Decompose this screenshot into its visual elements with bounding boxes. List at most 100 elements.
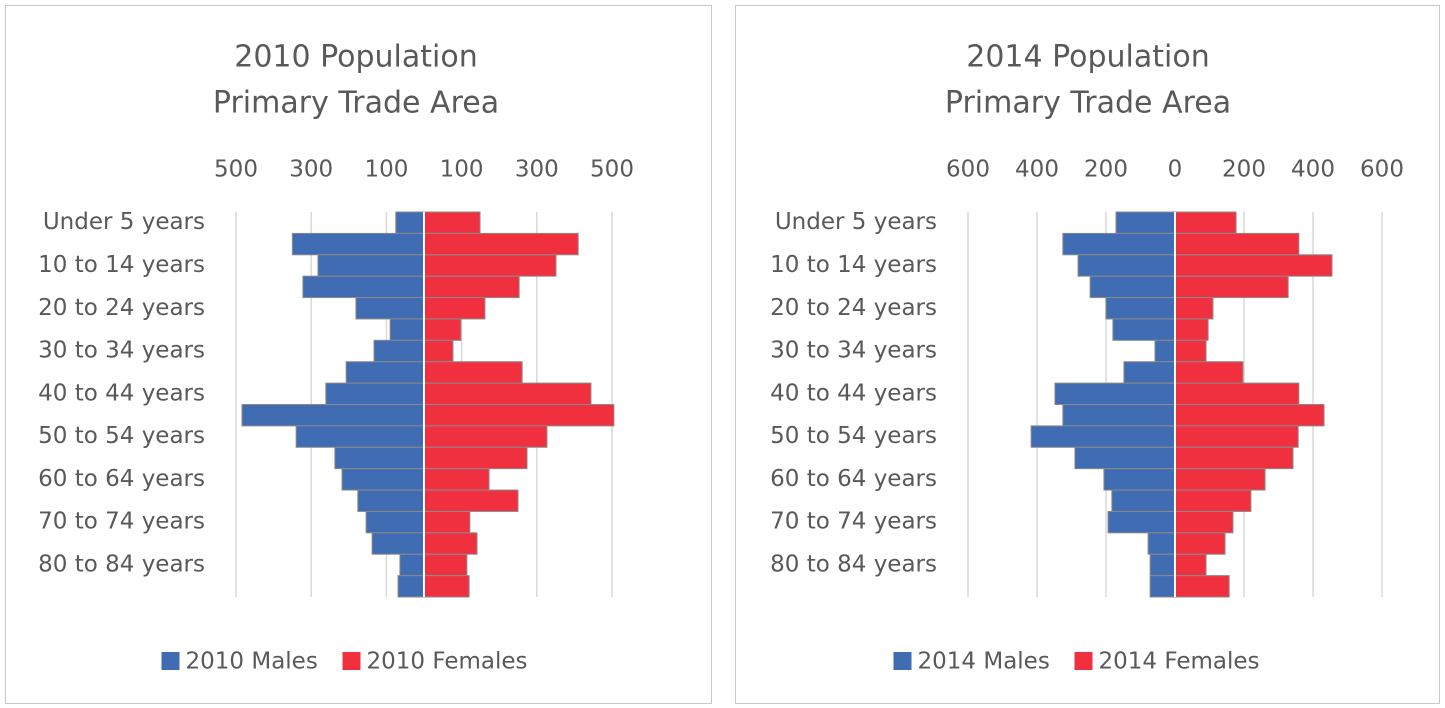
bar: [1054, 382, 1176, 406]
bar: [302, 275, 425, 299]
bar: [345, 361, 425, 384]
bar: [423, 254, 557, 277]
x-tick-label: 200: [1222, 157, 1266, 183]
bar: [1174, 318, 1209, 341]
bar: [365, 510, 425, 534]
x-tick-label: 400: [1015, 157, 1059, 183]
bar: [423, 297, 486, 320]
bar: [1123, 361, 1176, 384]
bar: [423, 232, 579, 256]
y-tick-label: 20 to 24 years: [38, 295, 205, 321]
bar: [1149, 553, 1176, 577]
legend-label: 2014 Males: [918, 649, 1050, 675]
bar: [1105, 297, 1176, 320]
y-tick-label: 70 to 74 years: [770, 509, 937, 535]
x-tick-label: 200: [1084, 157, 1128, 183]
x-tick-label: 300: [289, 157, 333, 183]
bar: [1077, 254, 1176, 277]
bar: [423, 404, 615, 427]
legend-label: 2010 Males: [186, 649, 318, 675]
panel: [5, 5, 712, 704]
bar: [1174, 489, 1252, 512]
bar: [325, 382, 425, 406]
bar: [373, 339, 425, 363]
x-tick-label: 500: [590, 157, 634, 183]
legend-swatch: [342, 652, 361, 670]
bar: [423, 211, 481, 234]
bar: [1089, 275, 1176, 299]
y-tick-label: 40 to 44 years: [770, 380, 937, 406]
bar: [1174, 510, 1234, 534]
y-tick-label: 70 to 74 years: [38, 509, 205, 535]
y-tick-label: 20 to 24 years: [770, 295, 937, 321]
bar: [423, 361, 523, 384]
y-tick-label: 30 to 34 years: [38, 338, 205, 364]
bar: [1149, 575, 1176, 598]
bar: [355, 297, 425, 320]
x-tick-label: 300: [515, 157, 559, 183]
bar: [291, 232, 425, 256]
bar: [1030, 425, 1176, 448]
bar: [423, 339, 454, 363]
chart-title: 2014 Population: [966, 40, 1210, 75]
bar: [1174, 575, 1230, 598]
y-tick-label: 60 to 64 years: [770, 466, 937, 492]
x-tick-label: 500: [214, 157, 258, 183]
bar: [1174, 211, 1237, 234]
bar: [1112, 318, 1176, 341]
chart-subtitle: Primary Trade Area: [213, 86, 499, 121]
x-tick-label: 600: [946, 157, 990, 183]
bar: [1111, 489, 1176, 512]
x-tick-label: 0: [1168, 157, 1183, 183]
bar: [389, 318, 425, 341]
bar: [1154, 339, 1176, 363]
bar: [1174, 339, 1207, 363]
bar: [423, 318, 462, 341]
y-tick-label: 10 to 14 years: [38, 252, 205, 278]
y-tick-label: 50 to 54 years: [770, 423, 937, 449]
bar: [399, 553, 425, 577]
bar: [1062, 232, 1176, 256]
y-tick-label: Under 5 years: [775, 209, 937, 235]
bar: [1174, 275, 1289, 299]
y-tick-label: 80 to 84 years: [770, 551, 937, 577]
y-tick-label: 50 to 54 years: [38, 423, 205, 449]
legend-label: 2010 Females: [367, 649, 528, 675]
bar: [1174, 254, 1333, 277]
bar: [1174, 532, 1226, 555]
legend-label: 2014 Females: [1099, 649, 1260, 675]
bar: [423, 275, 520, 299]
y-tick-label: 80 to 84 years: [38, 551, 205, 577]
bar: [371, 532, 425, 555]
bar: [1074, 446, 1176, 470]
legend-swatch: [1074, 652, 1093, 670]
bar: [423, 468, 490, 491]
bar: [423, 489, 519, 512]
bar: [423, 446, 528, 470]
bar: [397, 575, 425, 598]
bar: [1174, 361, 1244, 384]
bar: [1062, 404, 1176, 427]
y-tick-label: 30 to 34 years: [770, 338, 937, 364]
x-tick-label: 100: [440, 157, 484, 183]
x-tick-label: 100: [364, 157, 408, 183]
bar: [317, 254, 425, 277]
y-tick-label: 60 to 64 years: [38, 466, 205, 492]
bar: [1115, 211, 1176, 234]
bar: [423, 382, 592, 406]
bar: [1174, 425, 1299, 448]
y-tick-label: Under 5 years: [43, 209, 205, 235]
bar: [1174, 446, 1294, 470]
y-tick-label: 40 to 44 years: [38, 380, 205, 406]
bar: [357, 489, 425, 512]
x-tick-label: 600: [1360, 157, 1404, 183]
bar: [1107, 510, 1176, 534]
bar: [1174, 297, 1214, 320]
bar: [1174, 468, 1266, 491]
bar: [423, 575, 470, 598]
panel: [735, 5, 1440, 704]
bar: [241, 404, 425, 427]
bar: [1103, 468, 1176, 491]
chart-subtitle: Primary Trade Area: [945, 86, 1231, 121]
